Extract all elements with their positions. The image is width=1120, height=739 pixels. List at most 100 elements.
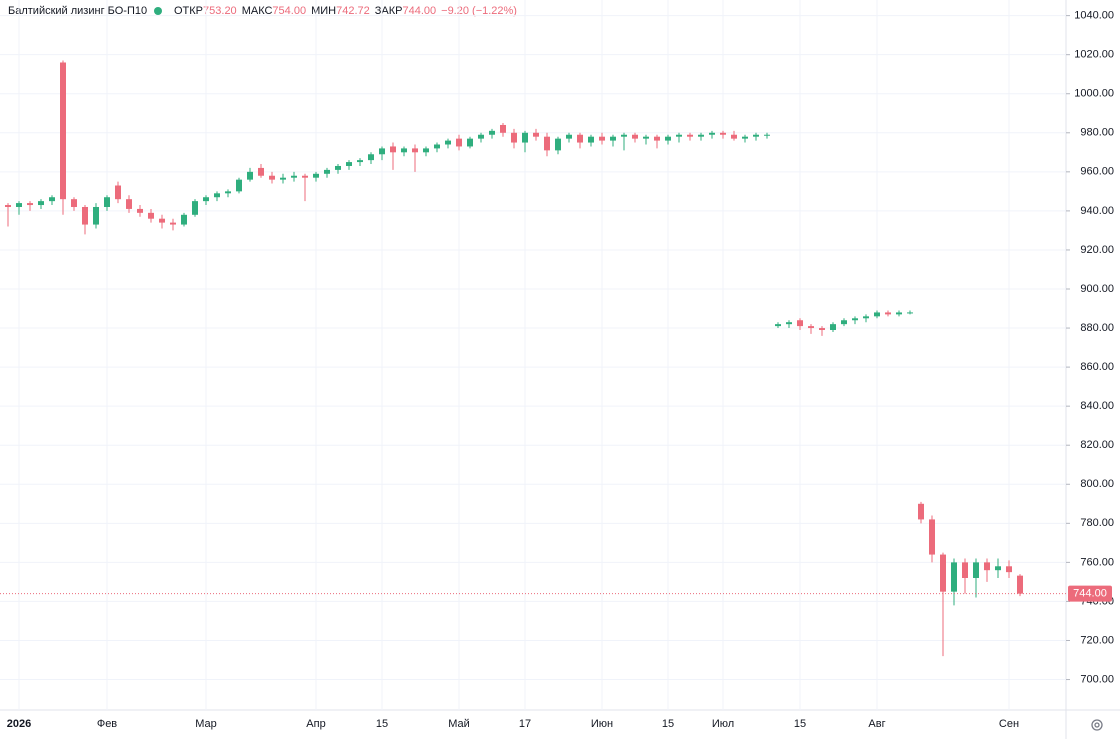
candle-body bbox=[324, 169, 330, 174]
x-tick-label: 15 bbox=[376, 718, 388, 730]
candle-body bbox=[742, 136, 748, 139]
candle-body bbox=[852, 318, 858, 321]
candle-body bbox=[280, 177, 286, 180]
x-tick-label: Авг bbox=[868, 718, 885, 730]
y-tick-label: 760.00 bbox=[1080, 556, 1114, 568]
x-tick-label: Фев bbox=[97, 718, 117, 730]
candle-body bbox=[621, 134, 627, 137]
candle-body bbox=[951, 562, 957, 592]
y-tick-label: 820.00 bbox=[1080, 439, 1114, 451]
legend-title: Балтийский лизинг БО-П10 bbox=[8, 5, 147, 17]
candle-body bbox=[962, 562, 968, 578]
candle-body bbox=[511, 132, 517, 143]
candle-body bbox=[225, 191, 231, 194]
legend-key: МИН bbox=[311, 5, 336, 17]
legend-key: МАКС bbox=[242, 5, 273, 17]
candle-body bbox=[797, 320, 803, 327]
candle-body bbox=[467, 138, 473, 147]
candle-body bbox=[423, 148, 429, 153]
last-price-box bbox=[1068, 585, 1112, 602]
candle-body bbox=[907, 312, 913, 314]
candle-body bbox=[60, 62, 66, 200]
candle-body bbox=[192, 201, 198, 215]
candle-body bbox=[577, 134, 583, 143]
legend-value: 744.00 bbox=[402, 5, 436, 17]
x-tick-label: Мар bbox=[195, 718, 217, 730]
candle-body bbox=[357, 160, 363, 163]
candle-body bbox=[368, 154, 374, 161]
candle-body bbox=[16, 203, 22, 207]
candle-body bbox=[918, 503, 924, 520]
candle-body bbox=[478, 134, 484, 139]
candle-body bbox=[434, 144, 440, 149]
candle-body bbox=[302, 175, 308, 178]
candle-body bbox=[720, 132, 726, 135]
candle-body bbox=[544, 136, 550, 151]
candle-body bbox=[841, 320, 847, 325]
candle-body bbox=[973, 562, 979, 578]
candle-body bbox=[632, 134, 638, 139]
x-tick-label: 15 bbox=[794, 718, 806, 730]
candle-body bbox=[896, 312, 902, 315]
legend-values: ОТКР753.20 МАКС754.00 МИН742.72 ЗАКР744.00−… bbox=[174, 5, 517, 17]
candle-body bbox=[588, 136, 594, 143]
candle-body bbox=[159, 218, 165, 223]
candle-body bbox=[27, 203, 33, 206]
legend-key: ОТКР bbox=[174, 5, 203, 17]
candle-body bbox=[863, 316, 869, 319]
legend-value: 742.72 bbox=[336, 5, 370, 17]
legend-change: −9.20 (−1.22%) bbox=[441, 5, 517, 17]
candle-body bbox=[709, 132, 715, 135]
x-tick-label: Апр bbox=[306, 718, 325, 730]
settings-icon-center[interactable] bbox=[1094, 722, 1100, 728]
y-tick-label: 720.00 bbox=[1080, 634, 1114, 646]
candle-body bbox=[335, 165, 341, 170]
candle-body bbox=[522, 132, 528, 143]
x-tick-label: 2026 bbox=[7, 718, 31, 730]
y-tick-label: 940.00 bbox=[1080, 205, 1114, 217]
candle-body bbox=[929, 519, 935, 555]
candle-body bbox=[555, 138, 561, 151]
candle-body bbox=[181, 214, 187, 225]
candle-body bbox=[830, 324, 836, 331]
candle-body bbox=[786, 322, 792, 325]
y-tick-label: 960.00 bbox=[1080, 166, 1114, 178]
y-tick-label: 980.00 bbox=[1080, 127, 1114, 139]
candle-body bbox=[401, 148, 407, 153]
x-tick-label: Июн bbox=[591, 718, 613, 730]
candle-body bbox=[610, 136, 616, 141]
candle-body bbox=[82, 206, 88, 225]
legend-key: ЗАКР bbox=[375, 5, 403, 17]
y-tick-label: 800.00 bbox=[1080, 478, 1114, 490]
y-tick-label: 1000.00 bbox=[1074, 88, 1114, 100]
candle-body bbox=[489, 130, 495, 135]
candle-body bbox=[115, 185, 121, 200]
candle-body bbox=[819, 328, 825, 331]
candle-body bbox=[5, 205, 11, 207]
grid bbox=[0, 0, 1066, 710]
candle-body bbox=[687, 134, 693, 137]
candle-body bbox=[258, 167, 264, 176]
y-tick-label: 880.00 bbox=[1080, 322, 1114, 334]
candle-body bbox=[214, 193, 220, 198]
candle-body bbox=[71, 199, 77, 207]
candle-body bbox=[137, 208, 143, 213]
y-tick-label: 700.00 bbox=[1080, 673, 1114, 685]
candle-body bbox=[379, 148, 385, 155]
candle-body bbox=[599, 136, 605, 141]
y-tick-label: 860.00 bbox=[1080, 361, 1114, 373]
candle-body bbox=[643, 136, 649, 139]
y-tick-label: 900.00 bbox=[1080, 283, 1114, 295]
y-tick-label: 1040.00 bbox=[1074, 10, 1114, 22]
candle-body bbox=[390, 146, 396, 153]
candle-body bbox=[203, 197, 209, 202]
candle-body bbox=[93, 206, 99, 225]
candle-body bbox=[874, 312, 880, 317]
settings-icon[interactable] bbox=[1091, 719, 1103, 731]
candle-body bbox=[247, 171, 253, 180]
candle-body bbox=[445, 140, 451, 145]
candle-body bbox=[1017, 575, 1023, 594]
x-tick-label: Июл bbox=[712, 718, 734, 730]
